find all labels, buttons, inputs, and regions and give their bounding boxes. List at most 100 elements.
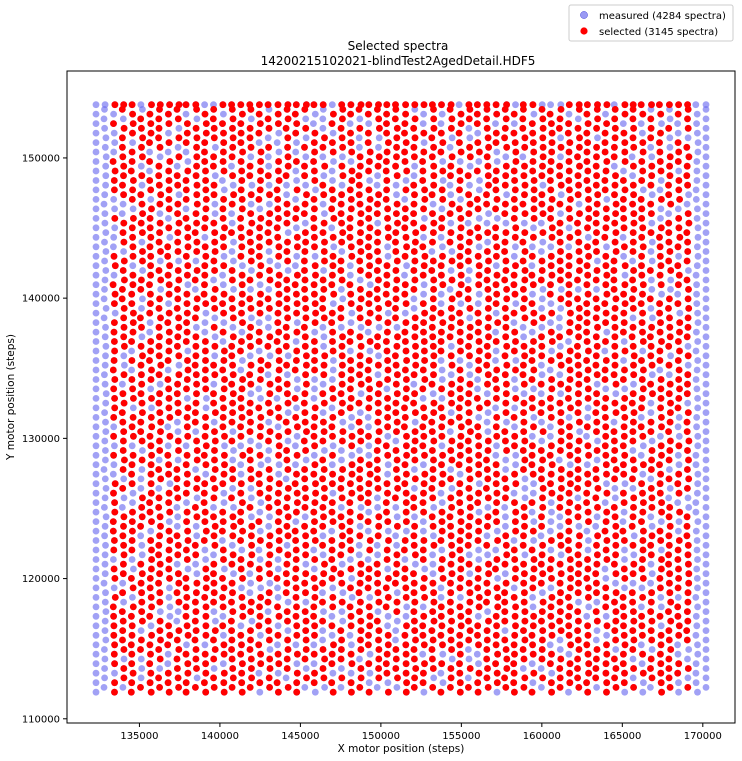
selected-point [120, 333, 128, 341]
measured-point [537, 532, 545, 540]
selected-point [174, 286, 181, 293]
selected-point [202, 252, 210, 260]
selected-point [164, 679, 172, 687]
selected-point [138, 371, 145, 379]
selected-point [128, 338, 136, 345]
selected-point [128, 631, 136, 639]
measured-point [256, 508, 264, 516]
measured-point [238, 584, 245, 592]
selected-point [174, 210, 182, 218]
measured-point [648, 153, 656, 161]
selected-point [221, 376, 228, 383]
selected-point [192, 608, 200, 615]
selected-point [148, 395, 155, 402]
measured-point [384, 470, 391, 478]
measured-point [146, 148, 154, 156]
selected-point [119, 181, 126, 189]
selected-point [191, 418, 199, 426]
measured-point [702, 579, 710, 587]
measured-point [164, 423, 172, 431]
measured-point [102, 418, 109, 426]
measured-point [639, 347, 647, 355]
selected-point [210, 570, 217, 578]
selected-point [147, 461, 155, 469]
measured-point [702, 305, 710, 312]
measured-point [702, 504, 710, 511]
selected-point [147, 537, 155, 544]
selected-point [119, 143, 126, 151]
selected-point [219, 395, 227, 402]
measured-point [674, 205, 682, 213]
measured-point [437, 489, 445, 497]
measured-point [92, 347, 100, 355]
selected-point [229, 172, 237, 180]
selected-point [183, 508, 191, 516]
measured-point [420, 281, 428, 289]
selected-point [184, 660, 192, 668]
selected-point [219, 480, 227, 488]
selected-point [175, 153, 183, 161]
measured-point [702, 295, 710, 303]
selected-point [119, 418, 127, 426]
selected-point [201, 679, 208, 687]
selected-point [147, 300, 154, 307]
selected-point [174, 541, 182, 549]
selected-point [229, 115, 237, 123]
measured-point [538, 248, 545, 255]
selected-point [201, 139, 209, 147]
selected-point [156, 513, 164, 521]
measured-point [556, 522, 564, 530]
selected-point [137, 342, 145, 350]
selected-point [147, 262, 155, 270]
measured-point [538, 361, 545, 369]
measured-point [92, 224, 100, 232]
measured-point [648, 257, 656, 265]
measured-point [328, 631, 336, 639]
measured-point [474, 376, 481, 383]
measured-point [565, 650, 573, 658]
measured-point [329, 366, 337, 374]
selected-point [201, 281, 208, 289]
measured-point [702, 513, 710, 521]
measured-point [256, 205, 264, 213]
measured-point [694, 442, 702, 450]
measured-point [475, 660, 482, 668]
measured-point [174, 143, 182, 151]
selected-point [110, 385, 118, 393]
measured-point [129, 404, 137, 412]
measured-point [119, 684, 127, 691]
measured-point [266, 352, 274, 360]
measured-point [92, 594, 100, 601]
measured-point [229, 181, 237, 189]
selected-point [155, 466, 163, 473]
selected-point [228, 437, 236, 445]
measured-point [684, 494, 692, 502]
measured-point [685, 504, 693, 511]
selected-point [119, 466, 127, 473]
selected-point [138, 608, 146, 615]
measured-point [146, 328, 154, 336]
selected-point [202, 414, 209, 421]
selected-point [228, 229, 235, 237]
measured-point [593, 513, 601, 521]
selected-point [212, 409, 219, 416]
selected-point [220, 650, 228, 658]
selected-point [219, 233, 227, 241]
measured-point [693, 177, 701, 184]
measured-point [429, 560, 437, 568]
measured-point [692, 594, 700, 601]
measured-point [547, 300, 555, 307]
measured-point [547, 546, 555, 554]
measured-point [702, 456, 710, 464]
measured-point [302, 598, 310, 606]
selected-point [183, 518, 191, 525]
selected-point [129, 527, 136, 535]
measured-point [92, 461, 100, 469]
selected-point [202, 347, 209, 355]
measured-point [120, 655, 128, 663]
measured-point [393, 513, 401, 521]
measured-point [647, 399, 655, 407]
measured-point [101, 655, 109, 663]
measured-point [365, 442, 373, 450]
measured-point [101, 617, 109, 625]
